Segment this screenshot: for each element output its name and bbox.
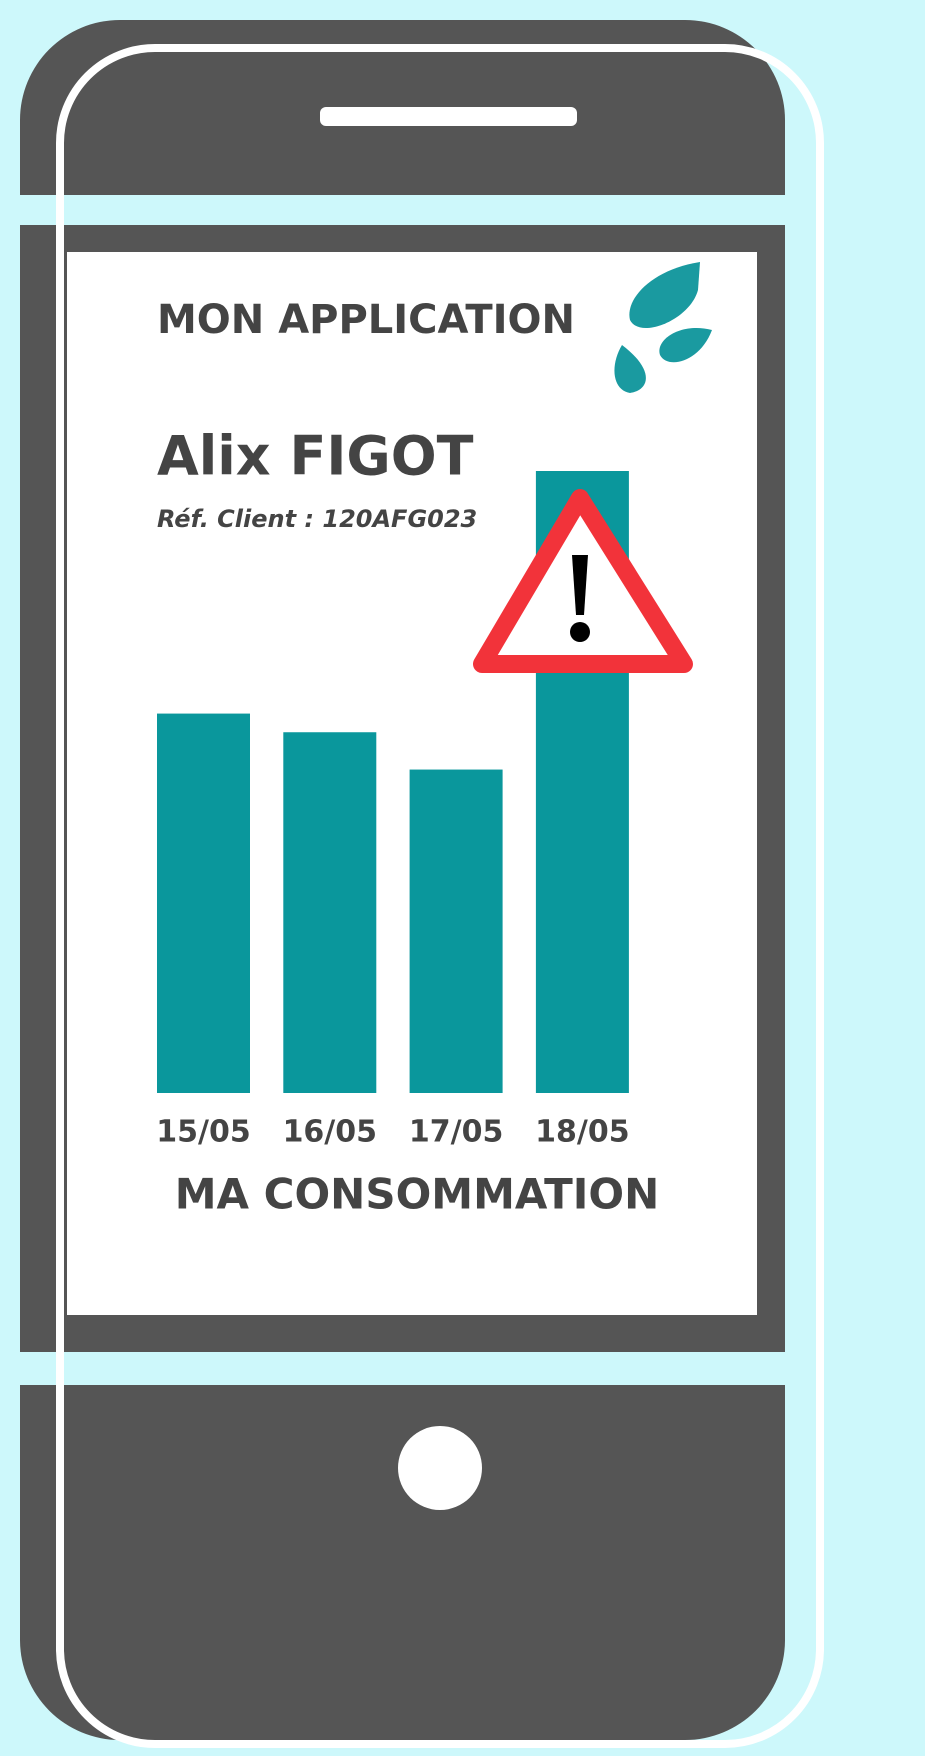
band-bottom — [20, 1352, 785, 1385]
bar — [157, 714, 250, 1093]
warning-dot — [570, 622, 590, 642]
band-top — [20, 195, 785, 225]
x-tick-label: 16/05 — [283, 1115, 377, 1150]
home-button — [398, 1426, 482, 1510]
x-tick-label: 18/05 — [535, 1115, 629, 1150]
client-reference: Réf. Client : 120AFG023 — [157, 505, 477, 533]
bar — [283, 732, 376, 1093]
speaker — [320, 107, 577, 126]
page: {"app": {"title": "MON APPLICATION", "na… — [0, 0, 925, 1756]
app-title: MON APPLICATION — [157, 297, 575, 343]
bar — [410, 770, 503, 1093]
x-tick-label: 17/05 — [409, 1115, 503, 1150]
client-name: Alix FIGOT — [157, 425, 474, 488]
chart-title: MA CONSOMMATION — [175, 1170, 660, 1219]
illustration: MON APPLICATION Alix FIGOT Réf. Client :… — [0, 0, 925, 1756]
x-tick-label: 15/05 — [156, 1115, 250, 1150]
